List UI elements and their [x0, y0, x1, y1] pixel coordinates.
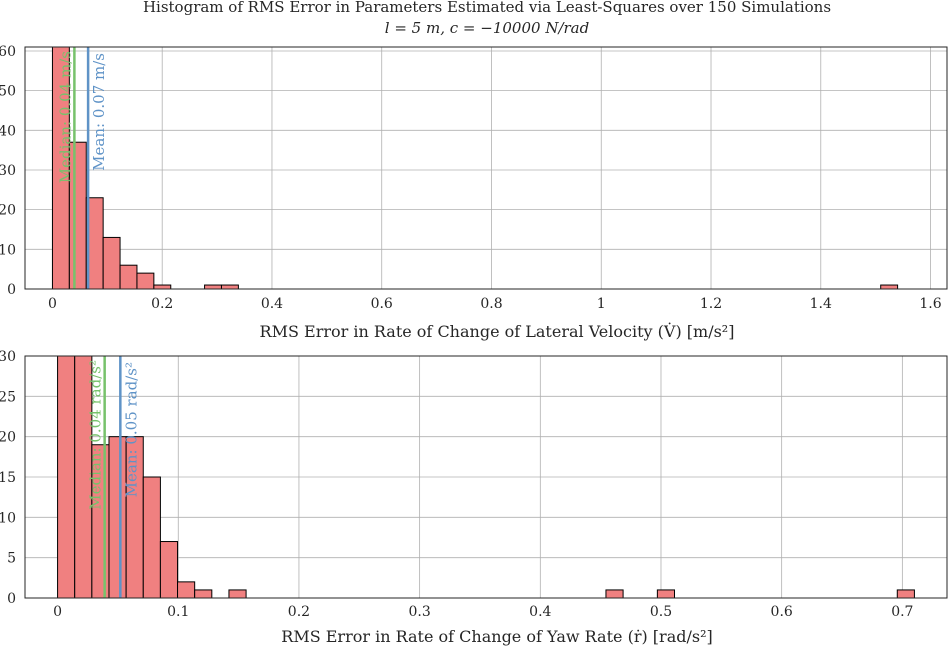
x-tick-label: 0.4	[529, 604, 551, 620]
x-tick-label: 0.4	[261, 296, 283, 312]
x-tick-label: 0.1	[167, 604, 189, 620]
histogram-bar	[177, 581, 196, 599]
yaw-rate-histogram: Median: 0.04 rad/s² Mean: 0.05 rad/s² 0 0.1…	[0, 349, 948, 646]
lateral-velocity-histogram: Median: 0.04 m/s Mean: 0.07 m/s 0 0.2 0.4 0.6…	[0, 44, 948, 341]
histogram-bar	[220, 284, 239, 290]
x-tick-label: 0.6	[371, 296, 393, 312]
figure-title-line2: l = 5 m, c = −10000 N/rad	[385, 19, 589, 37]
y-tick-label: 10	[0, 510, 16, 526]
histogram-bar	[136, 272, 155, 290]
y-tick-label: 20	[0, 203, 16, 219]
histogram-bar	[656, 589, 676, 599]
histogram-bar	[204, 284, 222, 290]
x-tick-label: 0.6	[771, 604, 793, 620]
histogram-bar	[194, 589, 213, 599]
x-tick-label: 0.2	[288, 604, 310, 620]
x-tick-label: 0	[48, 296, 57, 312]
x-tick-label: 1.6	[919, 296, 941, 312]
x-tick-label: 1.4	[810, 296, 832, 312]
x-axis-label: RMS Error in Rate of Change of Lateral V…	[260, 322, 735, 341]
histogram-bar	[102, 236, 121, 290]
y-tick-label: 0	[7, 282, 16, 298]
histogram-bar	[896, 589, 915, 599]
histogram-bar	[605, 589, 624, 599]
x-axis-label: RMS Error in Rate of Change of Yaw Rate …	[281, 627, 712, 646]
figure-title-line1: Histogram of RMS Error in Parameters Est…	[143, 0, 831, 16]
y-tick-label: 15	[0, 470, 16, 486]
y-tick-label: 30	[0, 349, 16, 365]
histogram-bar	[119, 264, 138, 290]
y-tick-label: 25	[0, 389, 16, 405]
mean-label: Mean: 0.05 rad/s²	[122, 362, 140, 497]
axes-frame	[24, 355, 948, 599]
mean-label: Mean: 0.07 m/s	[90, 53, 108, 171]
histogram-bar	[57, 355, 76, 599]
y-tick-label: 30	[0, 163, 16, 179]
x-tick-label: 0.2	[151, 296, 173, 312]
y-tick-label: 40	[0, 123, 16, 139]
y-tick-label: 0	[7, 591, 16, 607]
y-tick-label: 10	[0, 242, 16, 258]
histogram-bar	[880, 284, 899, 290]
axes-frame	[24, 46, 948, 290]
x-tick-label: 0.7	[891, 604, 913, 620]
histogram-bar	[228, 589, 247, 599]
histogram-bar	[142, 476, 161, 599]
x-tick-label: 1.2	[700, 296, 722, 312]
y-tick-label: 60	[0, 44, 16, 60]
histogram-bar	[159, 541, 179, 599]
x-tick-label: 1	[597, 296, 606, 312]
x-tick-label: 0.8	[480, 296, 502, 312]
y-tick-label: 50	[0, 84, 16, 100]
y-tick-label: 5	[7, 551, 16, 567]
median-label: Median: 0.04 m/s	[56, 51, 74, 183]
histogram-bar	[153, 284, 172, 290]
median-label: Median: 0.04 rad/s²	[87, 360, 105, 510]
y-tick-label: 20	[0, 430, 16, 446]
x-tick-label: 0	[53, 604, 62, 620]
x-tick-label: 0.5	[650, 604, 672, 620]
x-tick-label: 0.3	[408, 604, 430, 620]
